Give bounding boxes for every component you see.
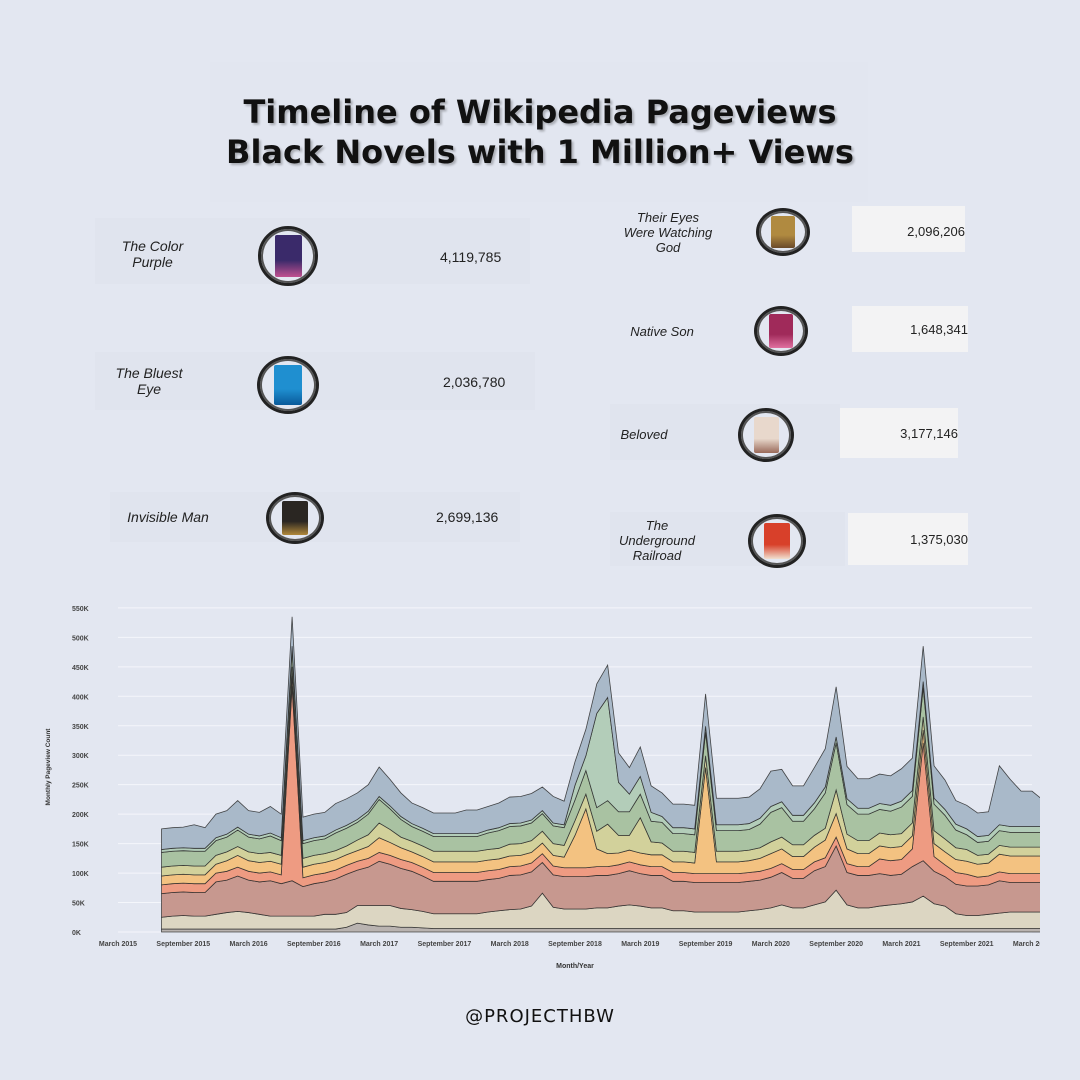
title-line-1: Timeline of Wikipedia Pageviews	[243, 93, 837, 131]
book-title: The Bluest Eye	[115, 365, 183, 397]
book-title: Beloved	[620, 427, 668, 442]
book-title: The Underground Railroad	[619, 518, 695, 563]
book-views: 3,177,146	[900, 426, 958, 441]
x-tick-label: September 2016	[287, 941, 341, 948]
book-title: Native Son	[630, 324, 694, 339]
y-tick-label: 250K	[72, 783, 89, 790]
book-views: 1,375,030	[910, 532, 968, 547]
y-tick-label: 150K	[72, 842, 89, 849]
title-panel	[210, 62, 868, 202]
y-tick-label: 300K	[72, 753, 89, 760]
views-box: 3,177,146	[840, 408, 958, 458]
y-tick-label: 100K	[72, 871, 89, 878]
book-views: 2,036,780	[443, 374, 506, 390]
y-tick-label: 200K	[72, 812, 89, 819]
book-cover-icon	[738, 408, 794, 462]
x-tick-label: September 2019	[679, 941, 733, 948]
x-tick-label: March 2016	[230, 941, 268, 948]
book-views: 2,699,136	[436, 509, 499, 525]
book-title: The Color Purple	[121, 238, 184, 270]
x-tick-label: March 2021	[882, 941, 920, 948]
book-card-beloved	[610, 404, 840, 460]
book-title: Invisible Man	[127, 509, 209, 525]
book-cover-icon	[257, 356, 319, 414]
x-tick-label: March 2019	[621, 941, 659, 948]
x-tick-label: March 2018	[491, 941, 529, 948]
x-tick-label: March 2015	[99, 941, 137, 948]
chart-title: Timeline of Wikipedia Pageviews Black No…	[0, 92, 1080, 172]
views-box: 1,648,341	[852, 306, 968, 352]
social-handle: @PROJECTHBW	[465, 1006, 615, 1027]
y-tick-label: 0K	[72, 930, 81, 937]
book-cover-icon	[748, 514, 806, 568]
book-cover-icon	[754, 306, 808, 356]
views-box: 1,375,030	[848, 513, 968, 565]
x-tick-label: September 2015	[156, 941, 210, 948]
y-tick-label: 550K	[72, 606, 89, 613]
stacked-area-chart: 0K 50K 100K 150K 200K 250K 300K 350K 400K 450K 500…	[45, 606, 1051, 970]
book-views: 1,648,341	[910, 322, 968, 337]
y-tick-label: 350K	[72, 724, 89, 731]
title-line-2: Black Novels with 1 Million+ Views	[226, 133, 854, 171]
y-tick-label: 450K	[72, 665, 89, 672]
y-tick-label: 500K	[72, 635, 89, 642]
views-box: 2,096,206	[852, 206, 965, 252]
book-cover-icon	[266, 492, 324, 544]
x-tick-label: September 2021	[940, 941, 994, 948]
x-tick-label: September 2020	[809, 941, 863, 948]
x-axis-label: Month/Year	[556, 963, 594, 970]
book-cover-icon	[258, 226, 318, 286]
y-axis-label: Monthly Pageview Count	[45, 728, 52, 806]
y-tick-label: 400K	[72, 694, 89, 701]
book-cover-icon	[756, 208, 810, 256]
x-tick-label: September 2017	[418, 941, 472, 948]
x-tick-label: March 2022	[1013, 941, 1040, 948]
book-views: 2,096,206	[907, 224, 965, 239]
x-tick-label: March 2020	[752, 941, 790, 948]
book-views: 4,119,785	[440, 249, 502, 265]
x-tick-label: March 2017	[360, 941, 398, 948]
book-title: Their Eyes Were Watching God	[623, 210, 713, 254]
chart-panel: 0K 50K 100K 150K 200K 250K 300K 350K 400K 450K 500…	[40, 590, 1051, 980]
x-tick-label: September 2018	[548, 941, 602, 948]
y-tick-label: 50K	[72, 901, 85, 908]
